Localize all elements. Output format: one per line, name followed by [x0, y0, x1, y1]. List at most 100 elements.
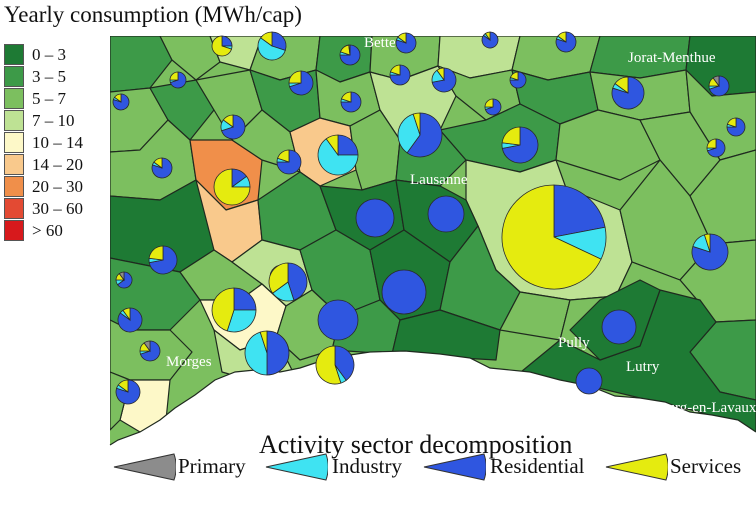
legend-item: 14 – 20 — [4, 154, 114, 176]
pie-slice — [148, 245, 164, 261]
place-label: Lutry — [626, 359, 660, 375]
pie-slice — [277, 149, 290, 163]
pie-wedge-icon — [423, 453, 486, 481]
pie-wedge-icon — [113, 453, 176, 481]
sector-pie — [268, 262, 308, 302]
sector-pie — [211, 287, 257, 333]
pie-slice — [484, 98, 494, 108]
pie-slice — [213, 168, 251, 206]
legend-label: 3 – 5 — [32, 67, 66, 86]
sector-label: Services — [670, 454, 742, 478]
pie-slice — [117, 379, 129, 393]
sector-pie — [139, 340, 161, 362]
sector-pie — [317, 134, 359, 176]
legend-item: 20 – 30 — [4, 176, 114, 198]
sector-pie — [244, 330, 290, 376]
sector-pie — [397, 112, 443, 158]
pie-slice — [315, 345, 342, 385]
consumption-legend: 0 – 3 3 – 5 5 – 7 7 – 10 10 – 14 14 – 20… — [4, 44, 114, 242]
legend-item: 7 – 10 — [4, 110, 114, 132]
pie-slice — [703, 233, 711, 253]
sector-label: Primary — [178, 454, 246, 478]
pie-slice — [337, 134, 359, 156]
pie-slice — [509, 71, 519, 81]
pie-slice — [317, 138, 359, 176]
pie-slice — [260, 31, 273, 47]
pie-slice — [122, 307, 131, 322]
legend-label: 5 – 7 — [32, 89, 66, 108]
pie-slice — [509, 71, 527, 89]
pie-slice — [271, 31, 287, 51]
pie-slice — [340, 91, 352, 103]
pie-slice — [726, 117, 746, 137]
sector-label: Residential — [490, 454, 585, 478]
legend-item: > 60 — [4, 220, 114, 242]
legend-item: 30 – 60 — [4, 198, 114, 220]
legend-swatch — [4, 110, 24, 131]
pie-slice — [334, 345, 355, 381]
legend-swatch — [4, 220, 24, 241]
legend-label: 20 – 30 — [32, 177, 83, 196]
legend-swatch — [4, 154, 24, 175]
sector-pie — [726, 117, 746, 137]
pie-slice — [601, 309, 637, 345]
sector-pie — [555, 31, 577, 53]
sector-pie — [575, 367, 603, 395]
map-title: Yearly consumption (MWh/cap) — [4, 2, 302, 27]
pie-slice — [211, 287, 235, 332]
legend-swatch — [4, 88, 24, 109]
place-label: Morges — [166, 354, 212, 370]
sector-pie — [211, 35, 233, 57]
sector-pie — [315, 345, 355, 385]
pie-slice — [557, 31, 567, 43]
sector-pie — [381, 269, 427, 315]
pie-slice — [317, 299, 359, 341]
pie-slice — [427, 195, 465, 233]
pie-slice — [113, 93, 122, 103]
pie-slice — [143, 340, 151, 353]
legend-swatch — [4, 198, 24, 219]
place-label: Lausanne — [410, 172, 468, 188]
sector-item-services: Services — [604, 452, 756, 482]
sector-item-residential: Residential — [422, 452, 602, 482]
sector-pie — [115, 271, 133, 289]
sector-pie — [220, 114, 246, 140]
pie-slice — [706, 138, 717, 149]
pie-slice — [244, 331, 268, 376]
sector-pie — [611, 76, 645, 110]
pie-slice — [501, 184, 602, 290]
sector-item-industry: Industry — [264, 452, 424, 482]
pie-slice — [118, 271, 125, 282]
place-label: Bourg-en-Lavaux — [650, 400, 756, 416]
pie-slice — [614, 76, 629, 94]
pie-slice — [211, 35, 233, 57]
pie-slice — [348, 44, 351, 56]
sector-pie — [691, 233, 729, 271]
pie-slice — [726, 117, 737, 128]
pie-slice — [436, 67, 445, 82]
sector-pie — [339, 44, 361, 66]
sector-pie — [257, 31, 287, 61]
sector-pie — [501, 126, 539, 164]
pie-slice — [226, 309, 257, 333]
pie-slice — [325, 134, 339, 157]
pie-slice — [484, 31, 491, 42]
sector-pie — [340, 91, 362, 113]
pie-slice — [501, 126, 521, 146]
sector-pie — [317, 299, 359, 341]
pie-slice — [153, 157, 163, 169]
legend-swatch — [4, 66, 24, 87]
sector-pie — [389, 64, 411, 86]
sector-legend-title: Activity sector decomposition — [259, 430, 573, 459]
pie-slice — [553, 184, 606, 238]
pie-slice — [268, 262, 289, 294]
pie-wedge-icon — [605, 453, 668, 481]
sector-pie — [601, 309, 637, 345]
legend-swatch — [4, 132, 24, 153]
legend-item: 0 – 3 — [4, 44, 114, 66]
legend-label: 7 – 10 — [32, 111, 75, 130]
pie-slice — [266, 330, 290, 376]
pie-slice — [575, 367, 603, 395]
pie-slice — [712, 75, 720, 88]
